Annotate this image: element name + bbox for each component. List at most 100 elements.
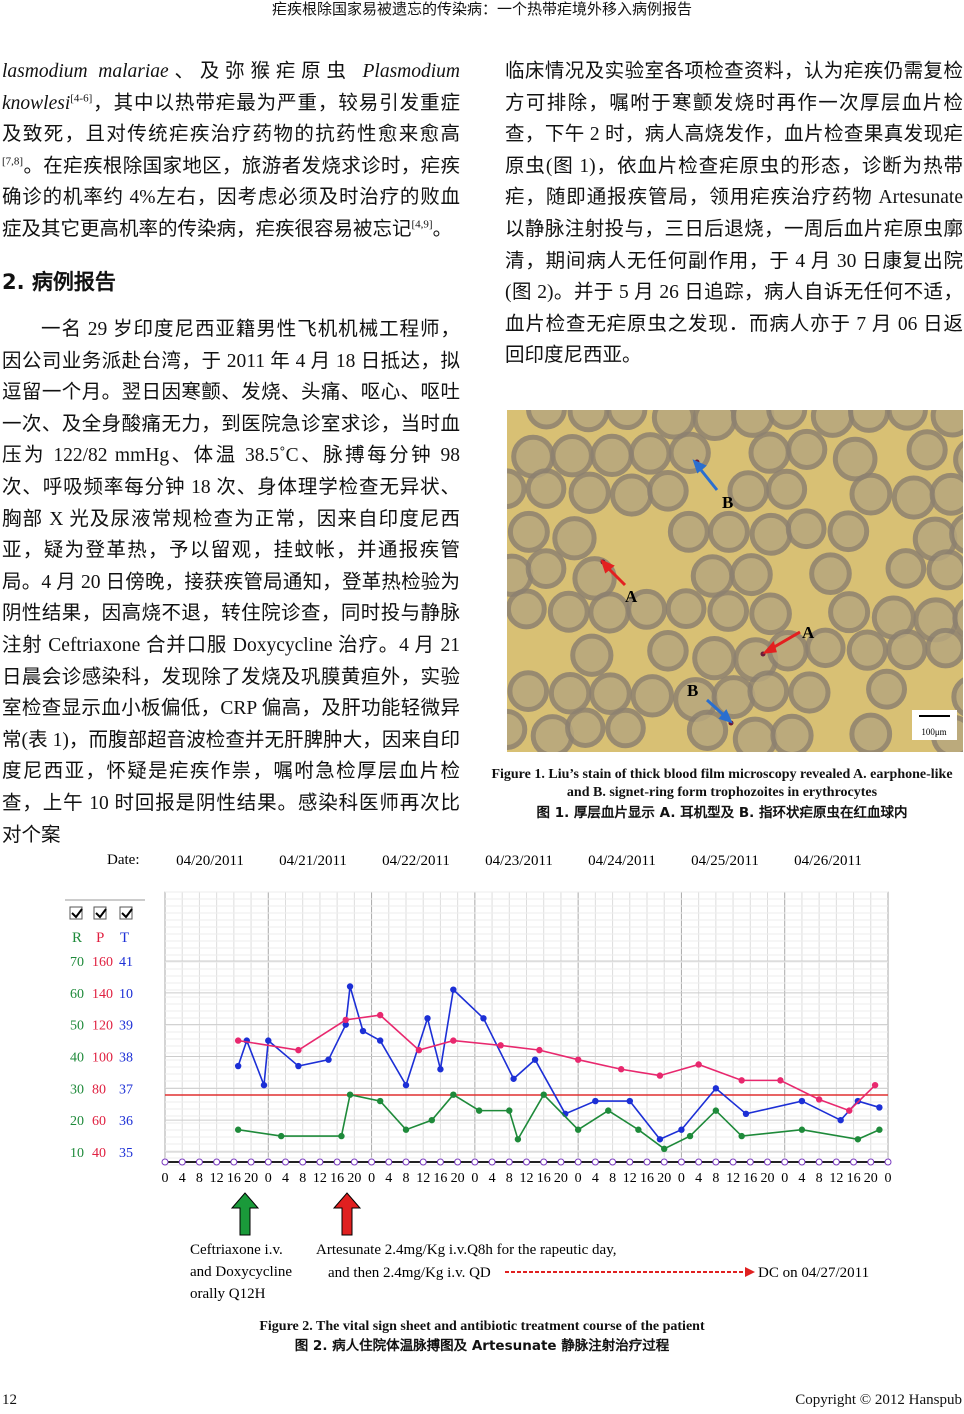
baseline-dot (350, 1158, 358, 1166)
data-point (295, 1062, 302, 1070)
cell (847, 410, 890, 433)
data-point (376, 1097, 384, 1105)
x-tick-label: 12 (829, 1171, 843, 1186)
data-point (656, 1136, 664, 1143)
caption: 图 2. 病人住院体温脉搏图及 Artesunate 静脉注射治疗过程 (294, 1338, 670, 1354)
data-point (234, 1062, 242, 1070)
cell (692, 410, 738, 442)
treatment-note: DC on 04/27/2011 (758, 1265, 869, 1281)
cell (849, 472, 893, 516)
baseline-dot (884, 1158, 892, 1166)
caption: Figure 2. The vital sign sheet and antib… (259, 1319, 705, 1334)
cell (785, 508, 827, 550)
cell (828, 591, 871, 634)
data-point (450, 1037, 457, 1044)
x-tick-label: 0 (885, 1171, 892, 1186)
cell (565, 707, 606, 748)
data-point (605, 1107, 612, 1114)
treatment-note: and Doxycycline (190, 1264, 292, 1280)
x-tick-label: 16 (330, 1171, 344, 1186)
cell (525, 548, 567, 589)
baseline-dot (574, 1158, 582, 1166)
x-tick-label: 4 (592, 1171, 599, 1186)
scale-header: R (72, 930, 82, 946)
date: 04/23/2011 (485, 853, 553, 869)
baseline-dot (695, 1158, 703, 1166)
data-point (738, 1077, 745, 1084)
data-point (325, 1056, 332, 1063)
T-tick-label: 38 (119, 1051, 133, 1066)
x-tick-label: 4 (179, 1171, 186, 1186)
cell (952, 599, 963, 638)
data-point (815, 1096, 823, 1103)
cell (766, 410, 808, 430)
baseline-dot (746, 1158, 754, 1166)
cell (568, 471, 611, 514)
data-point (678, 1126, 685, 1133)
baseline-dot (488, 1158, 496, 1166)
italic-text: Plasmodium knowlesi (2, 61, 460, 114)
scale-label: 100μm (921, 727, 946, 737)
cell (665, 588, 707, 630)
cell (749, 512, 793, 556)
x-tick-label: 20 (347, 1171, 361, 1186)
data-point (742, 1110, 750, 1117)
data-point (626, 1097, 633, 1105)
baseline-dot (333, 1158, 341, 1166)
cell (732, 716, 778, 752)
cell (747, 670, 790, 713)
data-point (437, 1066, 444, 1073)
data-point (346, 1091, 354, 1098)
cell (707, 510, 750, 553)
data-point (402, 1081, 410, 1089)
baseline-dot (850, 1158, 858, 1166)
baseline-dot (764, 1158, 771, 1166)
date: 04/22/2011 (382, 853, 450, 869)
x-tick-label: 0 (678, 1171, 685, 1186)
cell (530, 714, 575, 752)
baseline-dot (299, 1158, 307, 1166)
cell (929, 472, 963, 516)
citation: [4,9] (411, 218, 433, 231)
cell (770, 713, 814, 752)
x-tick-label: 16 (227, 1171, 241, 1186)
data-point (695, 1061, 702, 1068)
micrograph: B A A B 100μm (507, 410, 963, 752)
P-tick-label: 120 (92, 1019, 113, 1034)
x-tick-label: 8 (196, 1171, 203, 1186)
cell (686, 709, 729, 751)
cell (690, 554, 735, 598)
data-point (480, 1015, 487, 1022)
x-tick-label: 0 (162, 1171, 169, 1186)
cell (507, 670, 550, 712)
cell (886, 629, 928, 671)
x-tick-label: 0 (471, 1171, 478, 1186)
cell (590, 433, 634, 478)
label: B (687, 681, 698, 700)
cell (727, 470, 770, 512)
data-point (277, 1132, 285, 1140)
R-tick-label: 70 (70, 955, 84, 970)
data-point (536, 1046, 543, 1054)
data-point (846, 1107, 853, 1114)
cell (628, 432, 672, 475)
data-point (234, 1126, 242, 1133)
x-tick-label: 20 (451, 1171, 465, 1186)
cell (949, 513, 963, 554)
data-point (540, 1091, 547, 1098)
cell (748, 431, 791, 474)
cell (507, 588, 547, 630)
x-tick-label: 8 (299, 1171, 306, 1186)
data-point (837, 1116, 844, 1124)
baseline-dot (471, 1158, 479, 1166)
treatment-note: Artesunate 2.4mg/Kg i.v.Q8h for the rape… (316, 1242, 616, 1258)
text: 、及弥猴疟原虫 (168, 61, 363, 82)
scale-header: T (120, 930, 129, 946)
date: 04/26/2011 (794, 853, 862, 869)
cell (647, 470, 689, 512)
x-tick-label: 0 (265, 1171, 272, 1186)
cell (548, 672, 592, 715)
baseline-dot (419, 1158, 427, 1166)
x-tick-label: 16 (640, 1171, 654, 1186)
